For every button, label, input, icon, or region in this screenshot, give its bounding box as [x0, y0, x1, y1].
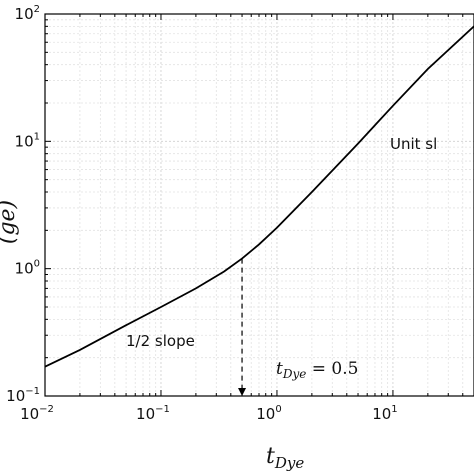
y-tick-label: 101	[15, 131, 40, 150]
x-tick-label: 101	[372, 404, 397, 423]
y-tick-label: 102	[15, 4, 40, 23]
x-tick-exp: 0	[275, 404, 281, 415]
y-tick-label: 100	[15, 259, 40, 278]
x-tick-base: 10	[372, 405, 391, 423]
x-tick-base: 10	[20, 405, 39, 423]
y-tick-exp: 1	[34, 131, 40, 142]
x-axis-label-sub: Dye	[274, 454, 305, 472]
x-tick-exp: −2	[39, 404, 54, 415]
x-tick-label: 10−1	[136, 404, 170, 423]
x-tick-label: 100	[256, 404, 281, 423]
equation-sub: Dye	[282, 367, 307, 381]
y-tick-label: 10−1	[6, 386, 40, 405]
y-tick-base: 10	[15, 5, 34, 23]
x-tick-labels: 10−2 10−1 100 101	[20, 404, 398, 423]
y-tick-exp: 2	[34, 4, 40, 15]
x-tick-base: 10	[256, 405, 275, 423]
y-tick-exp: 0	[34, 259, 40, 270]
series-line	[44, 25, 474, 368]
x-axis-label: tDye	[266, 444, 304, 472]
annotation-unit-slope: Unit sl	[390, 135, 437, 153]
y-tick-base: 10	[15, 260, 34, 278]
grid	[45, 14, 474, 396]
y-tick-base: 10	[6, 387, 25, 405]
y-axis-label: (ge)	[0, 200, 20, 244]
x-tick-base: 10	[136, 405, 155, 423]
equation-rhs: = 0.5	[306, 359, 358, 379]
equation-var: t	[276, 359, 283, 379]
x-tick-exp: −1	[155, 404, 170, 415]
ticks	[44, 13, 474, 397]
annotation-marker-equation: tDye = 0.5	[276, 359, 358, 381]
y-tick-exp: −1	[25, 386, 40, 397]
y-tick-base: 10	[15, 132, 34, 150]
x-axis-label-main: t	[266, 444, 275, 469]
plot-frame	[44, 13, 474, 397]
x-tick-label: 10−2	[20, 404, 54, 423]
marker-arrowhead	[238, 388, 247, 396]
annotation-half-slope: 1/2 slope	[126, 332, 195, 350]
x-tick-exp: 1	[391, 404, 397, 415]
